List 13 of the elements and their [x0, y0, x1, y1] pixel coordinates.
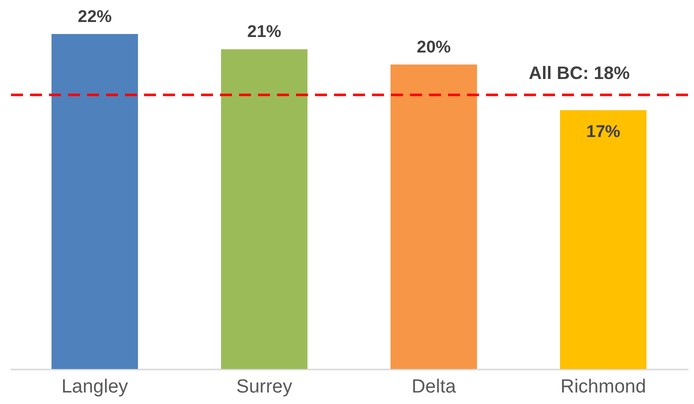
bar — [52, 34, 138, 369]
x-tick-label: Surrey — [236, 376, 293, 398]
data-label: 17% — [586, 122, 620, 142]
data-label: 21% — [247, 22, 282, 42]
bar — [390, 64, 477, 369]
data-label: 22% — [78, 7, 112, 26]
bar — [221, 49, 308, 369]
x-tick-label: Richmond — [560, 376, 646, 398]
x-tick-label: Delta — [412, 376, 456, 398]
x-tick-label: Langley — [61, 376, 129, 398]
bar — [560, 110, 646, 369]
ref-line-label: All BC: 18% — [528, 62, 630, 83]
data-label: 20% — [416, 37, 451, 56]
